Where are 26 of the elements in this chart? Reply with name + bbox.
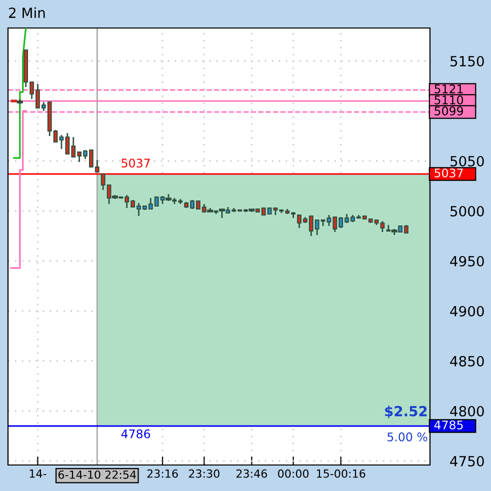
x-tick-label: 00:00 (278, 469, 309, 478)
ref-line-label: 5099 (434, 106, 463, 116)
y-tick-label: 4800 (450, 406, 484, 416)
y-tick-label: 4950 (450, 256, 484, 266)
annotation: $2.52 (385, 406, 427, 418)
y-tick-label: 4850 (450, 356, 484, 366)
annotation: 4786 (121, 429, 150, 438)
ref-line-label: 5121 (434, 84, 463, 94)
x-tick-label: 23:30 (188, 469, 220, 478)
annotation: 5037 (122, 158, 150, 168)
annotation: 5.00 % (388, 432, 428, 442)
y-tick-label: 4750 (450, 456, 484, 466)
candlestick (380, 220, 385, 233)
y-tick-label: 5150 (450, 56, 484, 66)
ref-line-label: 5110 (434, 95, 464, 104)
ref-line-label: 5037 (434, 168, 463, 178)
y-tick-label: 5000 (450, 206, 484, 216)
ref-line-label: 6-14-10 22:54 (58, 470, 136, 479)
y-tick-label: 4900 (450, 306, 484, 316)
x-tick-label: 23:16 (147, 469, 178, 478)
x-tick-label: 15-00:16 (316, 469, 366, 478)
chart-title: 2 Min (9, 7, 45, 18)
x-tick-label: 14- (30, 470, 46, 478)
x-tick-label: 23:46 (236, 469, 267, 478)
ref-line-label: 4785 (434, 420, 463, 430)
y-tick-label: 5050 (450, 156, 484, 166)
